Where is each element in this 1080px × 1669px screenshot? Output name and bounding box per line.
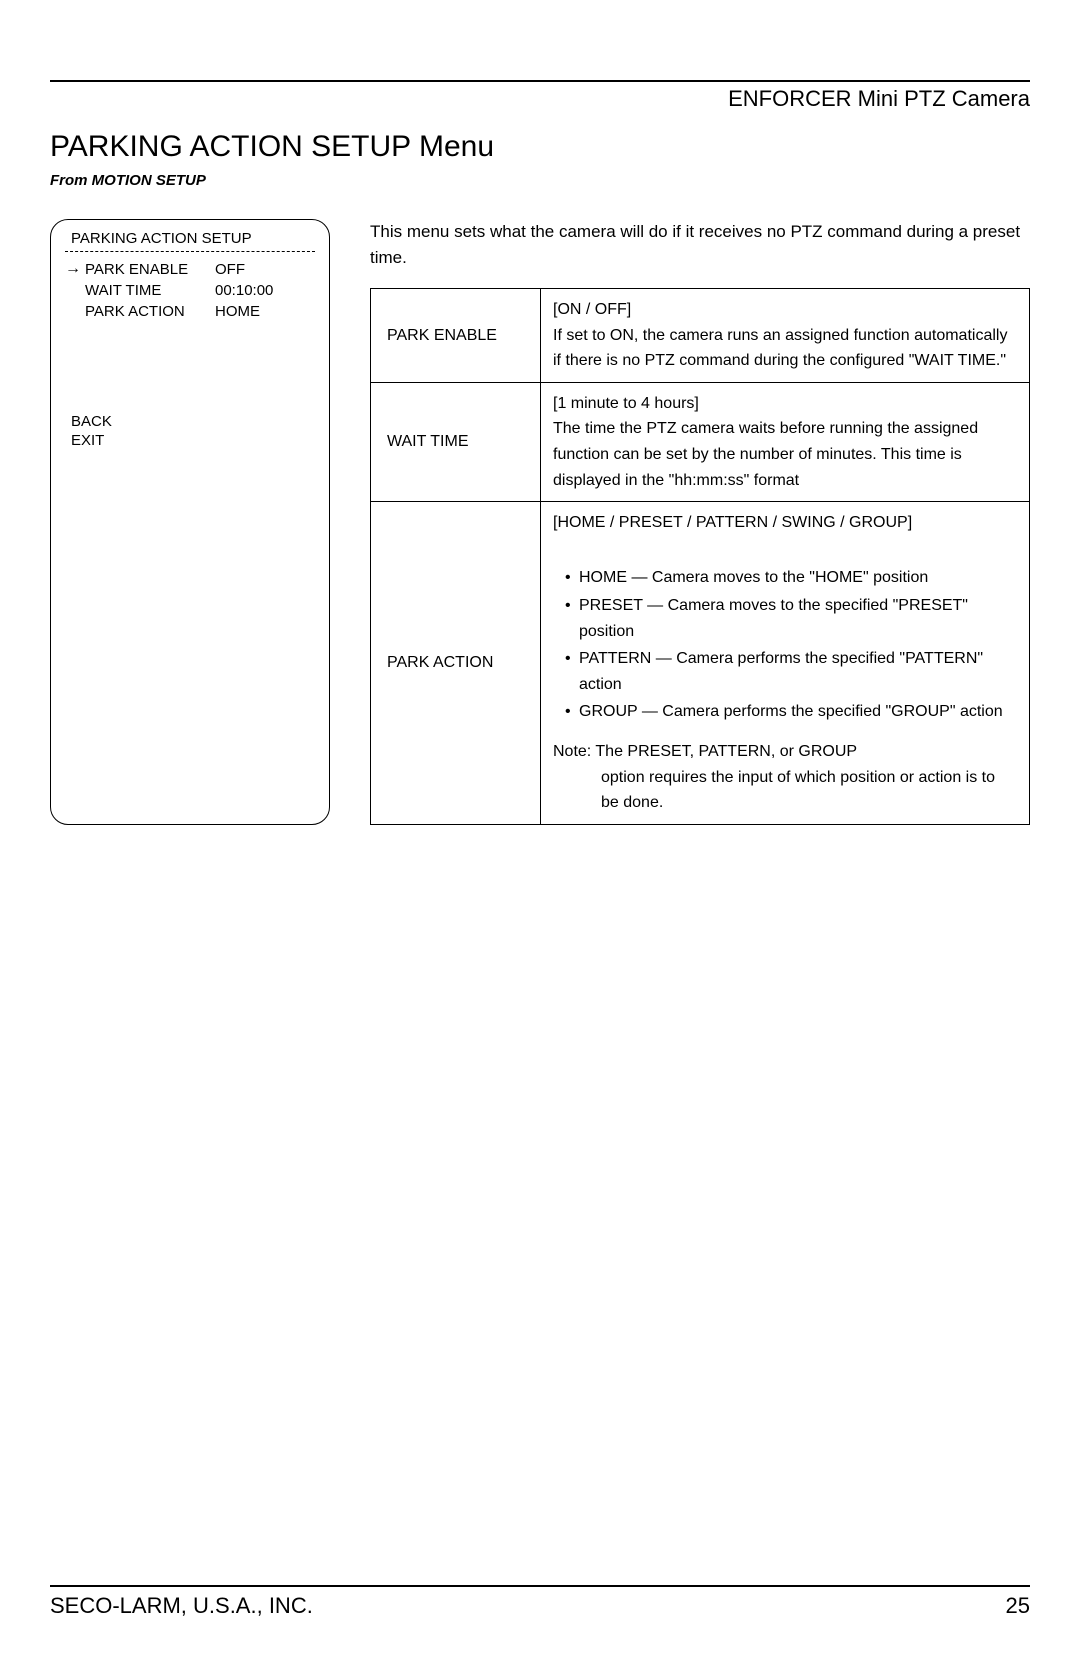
osd-menu-row: PARK ACTION HOME [65,301,315,322]
page-footer: SECO-LARM, U.S.A., INC. 25 [50,1585,1030,1619]
description-area: This menu sets what the camera will do i… [370,219,1030,825]
breadcrumb: From MOTION SETUP [50,172,1030,189]
osd-menu-title: PARKING ACTION SETUP [65,230,315,247]
note-block: Note: The PRESET, PATTERN, or GROUP opti… [553,739,1017,816]
param-name: PARK ACTION [371,502,541,825]
page-title: PARKING ACTION SETUP Menu [50,130,1030,164]
param-options: [ON / OFF] [553,301,631,318]
osd-menu-label: PARK ACTION [85,303,215,320]
page-number: 25 [1006,1593,1030,1619]
param-text: The time the PTZ camera waits before run… [553,420,978,488]
content-area: PARKING ACTION SETUP → PARK ENABLE OFF W… [50,219,1030,825]
note-text: The PRESET, PATTERN, or GROUP [595,743,857,760]
osd-menu-value: OFF [215,261,315,278]
list-item: PRESET — Camera moves to the specified "… [565,593,1017,644]
table-row: WAIT TIME [1 minute to 4 hours] The time… [371,382,1030,501]
list-item: GROUP — Camera performs the specified "G… [565,699,1017,725]
intro-text: This menu sets what the camera will do i… [370,219,1030,270]
osd-back-label: BACK [71,412,315,431]
parameter-table: PARK ENABLE [ON / OFF] If set to ON, the… [370,288,1030,825]
note-label: Note: [553,743,591,760]
osd-menu-label: WAIT TIME [85,282,215,299]
bullet-list: HOME — Camera moves to the "HOME" positi… [553,565,1017,725]
param-desc: [HOME / PRESET / PATTERN / SWING / GROUP… [541,502,1030,825]
osd-menu-box: PARKING ACTION SETUP → PARK ENABLE OFF W… [50,219,330,825]
param-text: If set to ON, the camera runs an assigne… [553,327,1007,370]
param-name: WAIT TIME [371,382,541,501]
osd-menu-label: PARK ENABLE [85,261,215,278]
param-options: [HOME / PRESET / PATTERN / SWING / GROUP… [553,514,912,531]
table-row: PARK ENABLE [ON / OFF] If set to ON, the… [371,289,1030,383]
product-name: ENFORCER Mini PTZ Camera [50,82,1030,112]
osd-menu-rows: → PARK ENABLE OFF WAIT TIME 00:10:00 PAR… [65,258,315,322]
osd-menu-row: WAIT TIME 00:10:00 [65,280,315,301]
osd-menu-footer: BACK EXIT [65,412,315,450]
osd-exit-label: EXIT [71,431,315,450]
footer-row: SECO-LARM, U.S.A., INC. 25 [50,1593,1030,1619]
osd-menu-divider [65,251,315,252]
footer-rule [50,1585,1030,1587]
note-text-cont: option requires the input of which posit… [553,765,1017,816]
osd-menu-value: 00:10:00 [215,282,315,299]
param-desc: [ON / OFF] If set to ON, the camera runs… [541,289,1030,383]
param-options: [1 minute to 4 hours] [553,395,699,412]
list-item: HOME — Camera moves to the "HOME" positi… [565,565,1017,591]
osd-menu-value: HOME [215,303,315,320]
list-item: PATTERN — Camera performs the specified … [565,646,1017,697]
arrow-right-icon: → [65,260,85,278]
company-name: SECO-LARM, U.S.A., INC. [50,1593,313,1619]
table-row: PARK ACTION [HOME / PRESET / PATTERN / S… [371,502,1030,825]
osd-menu-row: → PARK ENABLE OFF [65,258,315,280]
param-name: PARK ENABLE [371,289,541,383]
param-desc: [1 minute to 4 hours] The time the PTZ c… [541,382,1030,501]
